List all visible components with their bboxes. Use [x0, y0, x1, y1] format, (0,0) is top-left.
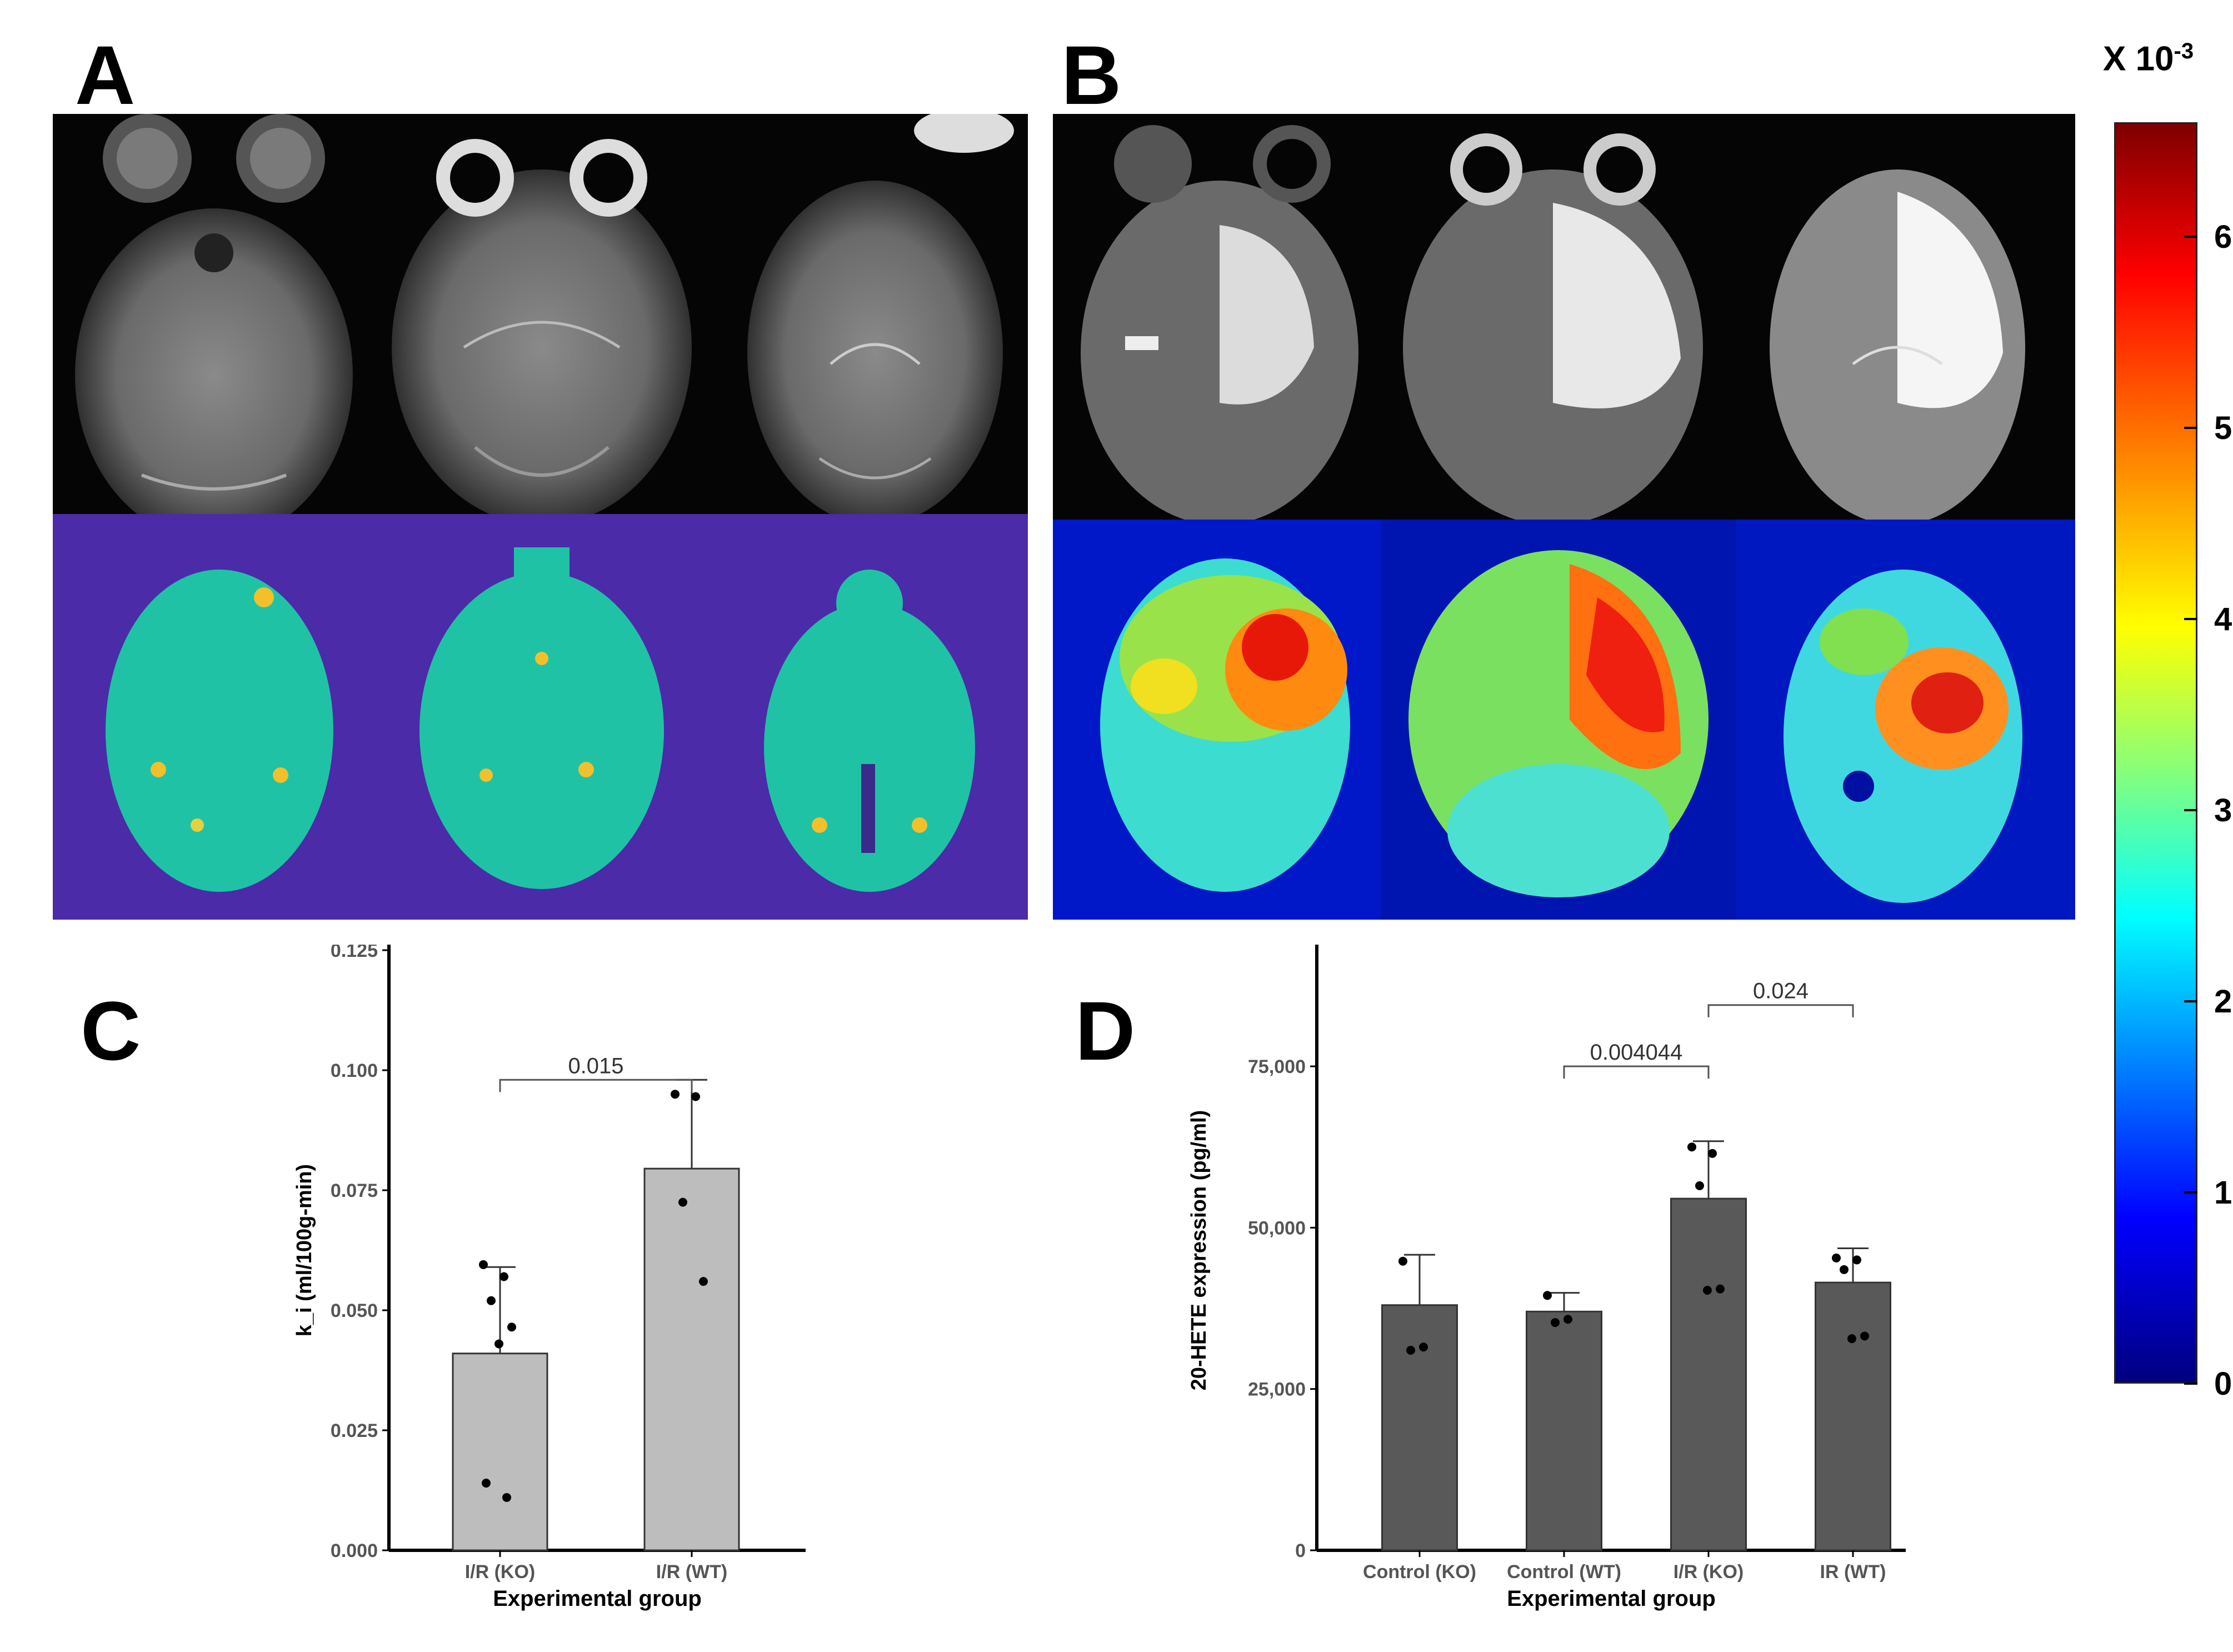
x-tick-label: Control (KO)	[1363, 1561, 1476, 1583]
colorbar-title: X 10-3	[2103, 39, 2194, 79]
data-point	[1847, 1334, 1856, 1344]
y-tick-label: 0.125	[331, 945, 378, 961]
data-point	[499, 1272, 508, 1281]
y-tick-label: 25,000	[1248, 1379, 1306, 1400]
significance-bracket	[1707, 1004, 1854, 1017]
significance-bracket	[499, 1079, 693, 1092]
bar	[643, 1167, 740, 1551]
data-point	[671, 1090, 680, 1099]
data-point	[1398, 1256, 1407, 1266]
x-axis-label: Experimental group	[493, 1586, 702, 1611]
bar	[1526, 1310, 1602, 1551]
panel-a-ki-map-image	[53, 514, 1028, 920]
y-tick-label: 75,000	[1248, 1056, 1306, 1077]
colorbar-tick-label: 5	[2214, 410, 2232, 447]
panel-b-mri-image	[1053, 114, 2075, 520]
y-tick-label: 0.075	[331, 1180, 378, 1201]
data-point	[487, 1296, 496, 1305]
data-point	[507, 1322, 516, 1332]
chart-d: 0 25,000 50,000 75,000 Control (KO) Control (…	[1187, 945, 1906, 1611]
colorbar-tick-label: 6	[2214, 219, 2232, 256]
panel-label-d: D	[1075, 984, 1136, 1077]
colorbar-title-base: X 10	[2103, 39, 2174, 78]
x-tick-label: I/R (KO)	[1673, 1561, 1744, 1583]
panel-label-a: A	[75, 28, 136, 122]
panel-a-mri-image	[53, 114, 1028, 514]
colorbar-tick-label: 4	[2214, 601, 2232, 638]
data-point	[1860, 1331, 1869, 1341]
significance-pvalue: 0.004044	[1590, 1040, 1683, 1065]
chart-c: 0.000 0.025 0.050 0.075 0.100 0.125 I/R (KO) I/…	[293, 945, 806, 1611]
colorbar-tickmark	[2184, 1383, 2197, 1385]
colorbar-title-exponent: -3	[2174, 39, 2194, 63]
data-point	[1687, 1142, 1696, 1152]
colorbar-tick-label: 3	[2214, 792, 2232, 829]
data-point	[1543, 1291, 1552, 1300]
significance-pvalue: 0.024	[1753, 979, 1809, 1004]
data-point	[494, 1339, 503, 1349]
data-point	[1840, 1265, 1849, 1274]
bar	[1381, 1304, 1458, 1551]
x-tick-label: Control (WT)	[1507, 1561, 1621, 1583]
y-tick-label: 0	[1295, 1540, 1306, 1561]
colorbar-tickmark	[2184, 618, 2197, 621]
data-point	[502, 1493, 511, 1502]
data-point	[482, 1479, 491, 1488]
bar	[1670, 1197, 1747, 1551]
data-point	[699, 1277, 708, 1286]
data-point	[1406, 1346, 1415, 1355]
significance-bracket	[1563, 1065, 1710, 1079]
panel-a-ki-map-row	[53, 514, 1028, 920]
panel-b-mri-row	[1053, 114, 2075, 520]
data-point	[1695, 1181, 1704, 1190]
y-tick-label: 50,000	[1248, 1217, 1306, 1239]
data-point	[1703, 1286, 1712, 1295]
data-point	[1551, 1318, 1560, 1327]
colorbar-tickmark	[2184, 1191, 2197, 1194]
bar	[452, 1352, 548, 1551]
panel-b-ki-map-image	[1053, 520, 2075, 920]
x-tick-label: IR (WT)	[1820, 1561, 1886, 1583]
colorbar-tickmark	[2184, 236, 2197, 238]
data-point	[1852, 1255, 1861, 1265]
y-tick-label: 0.025	[331, 1420, 378, 1441]
x-tick-label: I/R (KO)	[465, 1561, 536, 1583]
colorbar-tickmark	[2184, 1000, 2197, 1003]
significance-pvalue: 0.015	[568, 1054, 623, 1078]
panel-label-b: B	[1061, 28, 1122, 122]
x-tick-label: I/R (WT)	[656, 1561, 727, 1583]
data-point	[1716, 1284, 1725, 1294]
data-point	[1563, 1315, 1572, 1324]
colorbar-tick-label: 0	[2214, 1366, 2232, 1402]
data-point	[479, 1260, 488, 1269]
colorbar-tickmark	[2184, 809, 2197, 812]
data-point	[691, 1092, 700, 1101]
y-tick-label: 0.100	[331, 1060, 378, 1081]
panel-b-ki-map-row	[1053, 520, 2075, 920]
y-tick-label: 0.050	[331, 1300, 378, 1321]
data-point	[1708, 1149, 1717, 1158]
y-axis-label: 20-HETE expression (pg/ml)	[1187, 1110, 1211, 1391]
y-tick-label: 0.000	[331, 1540, 378, 1561]
data-point	[1832, 1253, 1841, 1262]
panel-a-mri-row	[53, 114, 1028, 514]
data-point	[678, 1197, 687, 1207]
colorbar	[2114, 122, 2197, 1384]
y-axis-label: k_i (ml/100g-min)	[293, 1164, 316, 1336]
bar	[1815, 1281, 1891, 1551]
panel-label-c: C	[81, 984, 141, 1077]
colorbar-tick-label: 1	[2214, 1175, 2232, 1211]
data-point	[1419, 1342, 1428, 1352]
x-axis-label: Experimental group	[1507, 1586, 1716, 1611]
colorbar-tick-label: 2	[2214, 984, 2232, 1020]
colorbar-tickmark	[2184, 427, 2197, 430]
